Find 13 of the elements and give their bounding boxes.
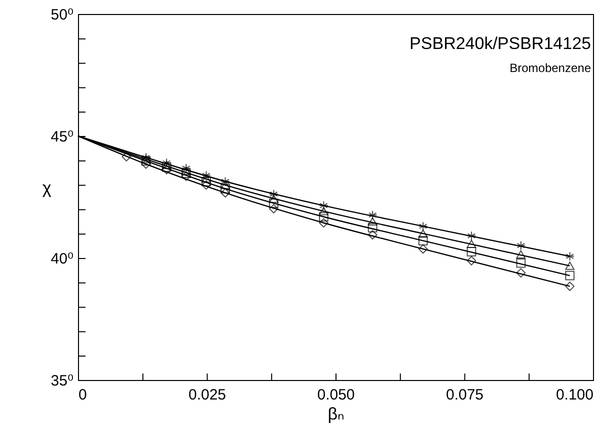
- x-tick-label: 0.075: [446, 386, 484, 404]
- y-tick-label: 45⁰: [50, 128, 74, 146]
- x-tick-label: 0.100: [556, 386, 594, 404]
- x-tick-label: 0: [78, 386, 87, 404]
- y-tick-label: 35⁰: [50, 372, 74, 390]
- x-tick-label: 0.050: [317, 386, 355, 404]
- annotation: PSBR240k/PSBR14125: [410, 34, 591, 53]
- y-tick-label: 40⁰: [50, 250, 74, 268]
- annotation: Bromobenzene: [510, 61, 592, 75]
- y-axis-title: χ: [42, 178, 52, 198]
- y-tick-label: 50⁰: [50, 6, 74, 24]
- x-tick-label: 0.025: [188, 386, 226, 404]
- x-axis-title: βₙ: [328, 404, 344, 424]
